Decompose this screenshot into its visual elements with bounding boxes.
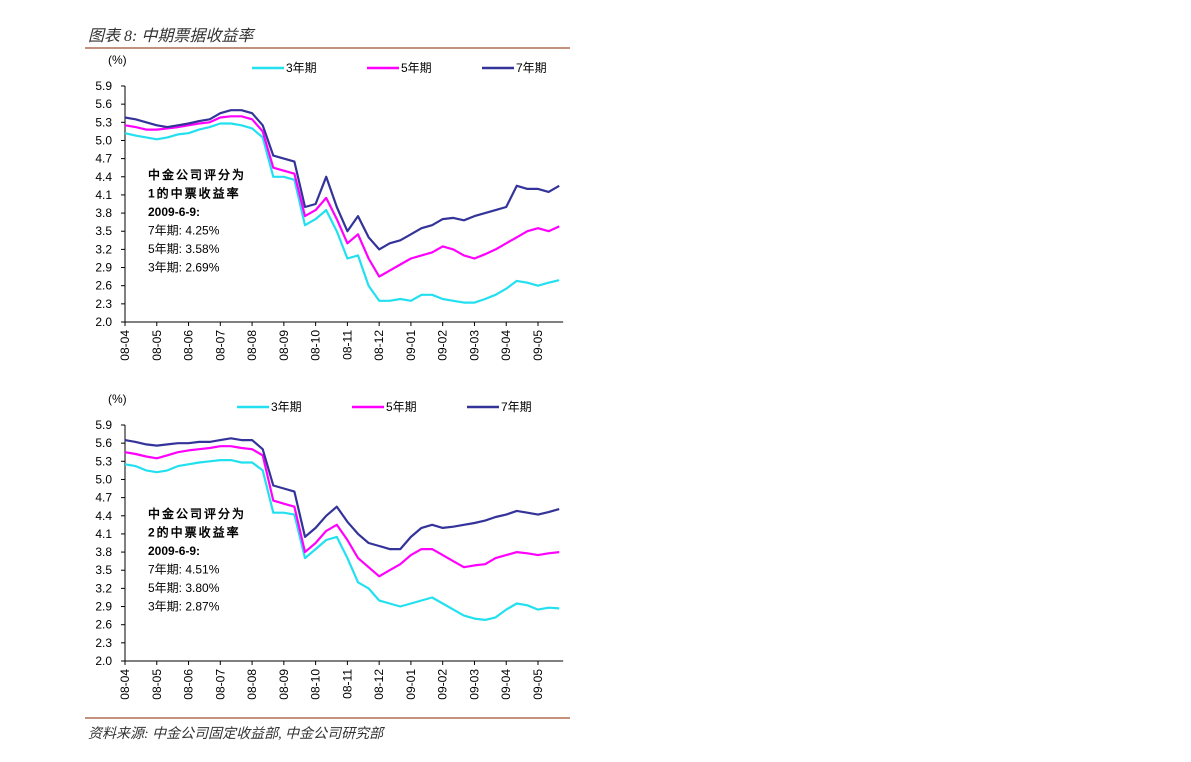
y-tick-label: 4.7	[95, 152, 112, 166]
x-tick-label: 09-04	[499, 669, 513, 700]
y-tick-label: 4.1	[95, 527, 112, 541]
x-tick-label: 09-03	[467, 330, 481, 361]
x-tick-label: 08-04	[118, 669, 132, 700]
annotation: 3年期: 2.87%	[148, 600, 220, 614]
y-tick-label: 4.4	[95, 170, 112, 184]
legend-label: 7年期	[516, 61, 547, 75]
x-tick-label: 08-07	[213, 330, 227, 361]
annotation: 2009-6-9:	[148, 544, 200, 558]
y-tick-label: 5.9	[95, 79, 112, 93]
page-title: 图表 8: 中期票据收益率	[88, 27, 256, 45]
series-line	[124, 109, 560, 251]
annotation: 2的中票收益率	[148, 525, 241, 540]
x-tick-label: 08-08	[245, 330, 259, 361]
y-tick-label: 5.9	[95, 418, 112, 432]
x-tick-label: 09-05	[531, 669, 545, 700]
series-line	[124, 459, 560, 621]
x-tick-label: 08-08	[245, 669, 259, 700]
y-tick-label: 2.6	[95, 279, 112, 293]
y-tick-label: 5.0	[95, 133, 112, 147]
y-tick-label: 2.3	[95, 297, 112, 311]
y-tick-label: 5.0	[95, 472, 112, 486]
legend-label: 5年期	[401, 61, 432, 75]
series-line	[124, 445, 560, 578]
y-tick-label: 3.2	[95, 242, 112, 256]
legend-label: 5年期	[386, 400, 417, 414]
annotation: 中金公司评分为	[148, 167, 246, 182]
legend-label: 3年期	[271, 400, 302, 414]
x-tick-label: 08-10	[309, 330, 323, 361]
x-tick-label: 09-02	[436, 330, 450, 361]
y-tick-label: 2.6	[95, 618, 112, 632]
y-tick-label: 2.9	[95, 600, 112, 614]
y-tick-label: 3.8	[95, 545, 112, 559]
y-tick-label: 4.7	[95, 491, 112, 505]
y-tick-label: 3.5	[95, 563, 112, 577]
y-tick-label: 5.3	[95, 115, 112, 129]
y-tick-label: 2.3	[95, 636, 112, 650]
annotation: 2009-6-9:	[148, 205, 200, 219]
x-tick-label: 09-03	[467, 669, 481, 700]
x-tick-label: 08-05	[150, 669, 164, 700]
y-tick-label: 3.8	[95, 206, 112, 220]
y-tick-label: 5.6	[95, 436, 112, 450]
series-line	[124, 115, 560, 278]
annotation: 1的中票收益率	[148, 186, 241, 201]
y-tick-label: 5.3	[95, 454, 112, 468]
annotation: 7年期: 4.25%	[148, 224, 220, 238]
x-tick-label: 09-01	[404, 330, 418, 361]
y-tick-label: 2.9	[95, 261, 112, 275]
x-tick-label: 08-12	[372, 330, 386, 361]
annotation: 5年期: 3.58%	[148, 242, 220, 256]
x-tick-label: 08-09	[277, 669, 291, 700]
x-tick-label: 08-11	[340, 330, 354, 360]
y-tick-label: 2.0	[95, 315, 112, 329]
annotation: 5年期: 3.80%	[148, 581, 220, 595]
legend-label: 7年期	[501, 400, 532, 414]
y-tick-label: 3.2	[95, 581, 112, 595]
series-line	[124, 437, 560, 551]
x-tick-label: 08-11	[340, 669, 354, 699]
x-tick-label: 09-04	[499, 330, 513, 361]
x-tick-label: 08-04	[118, 330, 132, 361]
y-axis-unit: (%)	[108, 53, 127, 67]
source-note: 资料来源: 中金公司固定收益部, 中金公司研究部	[88, 726, 385, 742]
y-tick-label: 4.1	[95, 188, 112, 202]
y-tick-label: 4.4	[95, 509, 112, 523]
x-tick-label: 08-07	[213, 669, 227, 700]
x-tick-label: 08-12	[372, 669, 386, 700]
y-tick-label: 3.5	[95, 224, 112, 238]
y-tick-label: 2.0	[95, 654, 112, 668]
x-tick-label: 08-09	[277, 330, 291, 361]
annotation: 7年期: 4.51%	[148, 563, 220, 577]
x-tick-label: 08-06	[182, 330, 196, 361]
x-tick-label: 09-05	[531, 330, 545, 361]
y-axis-unit: (%)	[108, 392, 127, 406]
x-tick-label: 08-06	[182, 669, 196, 700]
legend-label: 3年期	[286, 61, 317, 75]
x-tick-label: 09-01	[404, 669, 418, 700]
x-tick-label: 08-05	[150, 330, 164, 361]
x-tick-label: 09-02	[436, 669, 450, 700]
x-tick-label: 08-10	[309, 669, 323, 700]
annotation: 3年期: 2.69%	[148, 261, 220, 275]
y-tick-label: 5.6	[95, 97, 112, 111]
annotation: 中金公司评分为	[148, 506, 246, 521]
series-line	[124, 122, 560, 304]
